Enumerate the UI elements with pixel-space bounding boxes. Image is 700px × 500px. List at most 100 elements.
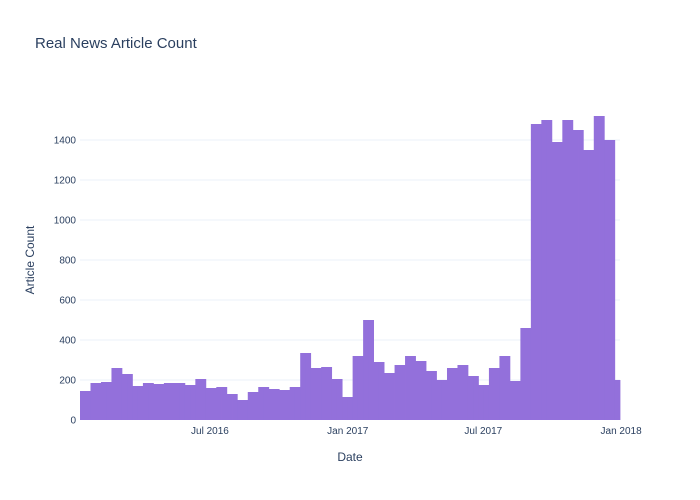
x-tick-label: Jul 2017 [464,426,502,437]
bar [373,362,380,420]
bar [221,387,228,420]
bar [169,383,175,420]
bar [457,365,464,420]
bar [263,387,270,420]
bar [163,383,170,420]
bar [331,379,338,420]
bar [268,389,275,420]
bar [226,394,233,420]
bar [336,379,343,420]
bar [95,383,102,420]
bar [426,371,432,420]
bar [279,390,285,420]
x-axis-ticks: Jul 2016 Jan 2017 Jul 2017 Jan 2018 [191,426,643,437]
bar [111,368,118,420]
y-tick-label: 400 [59,336,76,347]
bar [494,368,500,420]
y-tick-label: 200 [59,376,76,387]
bar [326,367,333,420]
bar [399,365,406,420]
bar [289,387,296,420]
bar [127,374,133,420]
bar [148,383,154,420]
bar [483,385,490,420]
bar [310,368,317,420]
bar [90,383,97,420]
bar [232,394,238,420]
bar [467,376,474,420]
y-axis-title: Article Count [23,225,37,294]
bar [100,382,107,420]
bar [195,379,201,420]
bar [520,328,527,420]
bar [405,356,411,420]
bar [242,400,249,420]
bar [536,124,542,420]
bar [572,130,579,420]
bar [593,116,600,420]
bar [363,320,369,420]
bar [431,371,437,420]
bar [588,150,595,420]
bar [247,392,254,420]
bar [116,368,123,420]
bar [609,140,616,420]
bar [315,368,322,420]
bar [184,385,191,420]
bar [142,383,149,420]
bar [567,120,574,420]
bar [211,388,217,420]
x-axis-title: Date [337,450,363,464]
bar [190,385,196,420]
bar [578,130,584,420]
bar [357,356,364,420]
bar [389,373,395,420]
bar [352,356,359,420]
bar [462,365,469,420]
y-axis-ticks: 0 200 400 600 800 1000 1200 1400 [54,136,77,427]
bar [253,392,259,420]
x-tick-label: Jan 2018 [601,426,643,437]
bars [80,116,621,420]
y-tick-label: 1400 [54,136,77,147]
bar [541,120,548,420]
bar [504,356,511,420]
bar [441,380,448,420]
bar [237,400,243,420]
y-tick-label: 0 [70,416,76,427]
y-tick-label: 800 [59,256,76,267]
bar [614,380,621,420]
bar [284,390,291,420]
bar [321,367,327,420]
bar [557,142,563,420]
bar [420,361,427,420]
bar [415,361,422,420]
bar [509,381,516,420]
bar [216,387,222,420]
bar [205,388,212,420]
bar [546,120,553,420]
bar [85,391,91,420]
bar [106,382,112,420]
bar [551,142,558,420]
bar [137,386,144,420]
bar [258,387,264,420]
chart-title: Real News Article Count [35,35,197,52]
bar [525,328,532,420]
bar [80,391,86,420]
bar [562,120,568,420]
x-tick-label: Jan 2017 [327,426,369,437]
bar [200,379,207,420]
bar [599,116,605,420]
bar [604,140,610,420]
x-tick-label: Jul 2016 [191,426,229,437]
bar [153,384,160,420]
bar [305,353,312,420]
y-tick-label: 1200 [54,176,77,187]
bar [473,376,479,420]
y-tick-label: 1000 [54,216,77,227]
bar [488,368,495,420]
y-tick-label: 600 [59,296,76,307]
bar [174,383,181,420]
